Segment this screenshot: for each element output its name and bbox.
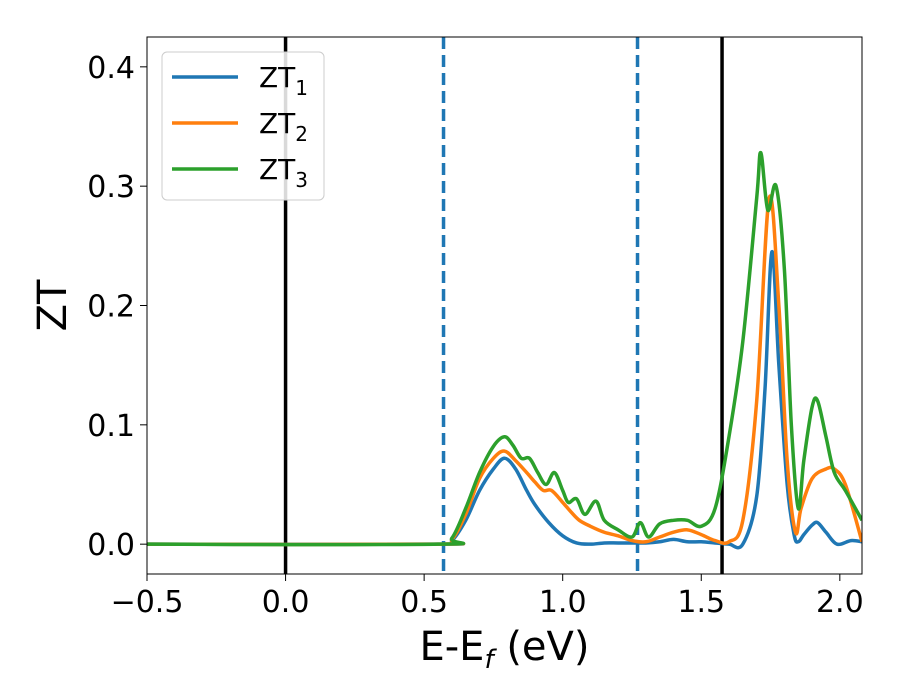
x-tick-label: −0.5 — [111, 585, 184, 620]
legend-label-zt2: ZT2 — [259, 107, 308, 146]
x-tick-label: 1.0 — [539, 585, 587, 620]
series-line-zt1 — [147, 250, 862, 550]
legend: ZT1 ZT2 ZT3 — [161, 51, 325, 201]
x-tick-label: 1.5 — [677, 585, 725, 620]
x-tick-label: 0.5 — [400, 585, 448, 620]
reference-lines — [283, 37, 724, 574]
axis-ticks: −0.5 0.0 0.5 1.0 1.5 2.0 0.0 0.1 0.2 0.3 0.4 — [87, 51, 863, 620]
y-tick-label: 0.0 — [87, 528, 135, 563]
series-lines — [147, 150, 862, 550]
y-tick-label: 0.1 — [87, 409, 135, 444]
legend-label-zt3: ZT3 — [259, 153, 308, 192]
y-axis-title: ZT — [30, 279, 76, 331]
x-axis-title: E-Ef (eV) — [419, 624, 589, 675]
x-tick-label: 0.0 — [262, 585, 310, 620]
series-line-zt3 — [147, 150, 862, 547]
y-tick-label: 0.4 — [87, 51, 135, 86]
legend-label-zt1: ZT1 — [259, 61, 308, 100]
series-line-zt2 — [147, 194, 862, 547]
x-tick-label: 2.0 — [816, 585, 864, 620]
y-tick-label: 0.2 — [87, 290, 135, 325]
legend-frame — [161, 51, 325, 201]
y-tick-label: 0.3 — [87, 170, 135, 205]
